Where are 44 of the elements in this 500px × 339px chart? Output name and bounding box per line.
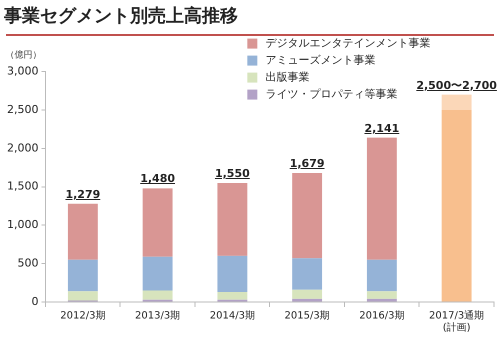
legend-label: デジタルエンタテインメント事業: [265, 36, 430, 50]
legend-label: 出版事業: [265, 70, 310, 84]
bar: [292, 258, 322, 290]
bar: [366, 298, 397, 302]
bar: [442, 110, 472, 302]
bar: [142, 290, 173, 300]
x-tick-label: 2012/3期: [60, 310, 106, 322]
x-tick-label: 2014/3期: [210, 310, 255, 322]
total-label: 1,480: [140, 172, 176, 186]
y-tick-label: 3,000: [6, 64, 38, 78]
bar: [68, 204, 98, 260]
bar: [366, 291, 397, 299]
bar: [142, 188, 173, 257]
bar: [292, 298, 322, 302]
legend-label: ライツ・プロパティ等事業: [265, 87, 398, 100]
bar: [68, 260, 98, 292]
total-label: 1,550: [214, 166, 250, 180]
x-tick-label: 2017/3通期 (計画): [429, 310, 484, 334]
y-tick-label: 0: [31, 294, 38, 308]
legend-label: アミューズメント事業: [265, 53, 376, 66]
total-label: 1,279: [65, 188, 100, 201]
total-label: 2,141: [364, 122, 400, 135]
bar: [217, 292, 248, 300]
chart-title: 事業セグメント別売上高推移: [3, 5, 238, 26]
bar: [217, 182, 248, 256]
x-tick-label: 2016/3期: [359, 310, 404, 322]
bar: [366, 138, 397, 260]
bar: [366, 260, 397, 292]
y-tick-label: 2,500: [6, 102, 38, 116]
y-tick-label: 2,000: [6, 141, 38, 154]
bar: [442, 94, 472, 110]
x-tick-label: 2013/3期: [135, 310, 180, 322]
bar: [142, 256, 173, 290]
y-tick-label: 1,000: [6, 218, 38, 232]
y-tick-label: 1,500: [6, 180, 38, 193]
bar: [292, 290, 322, 299]
y-tick-label: 500: [17, 256, 38, 270]
x-tick-label: 2015/3期: [284, 310, 330, 322]
y-axis-title: （億円）: [5, 49, 42, 60]
total-label: 2,500〜2,700: [416, 78, 497, 92]
bar: [68, 291, 98, 300]
bar: [292, 172, 322, 258]
total-label: 1,679: [290, 156, 325, 170]
bar: [217, 256, 248, 292]
